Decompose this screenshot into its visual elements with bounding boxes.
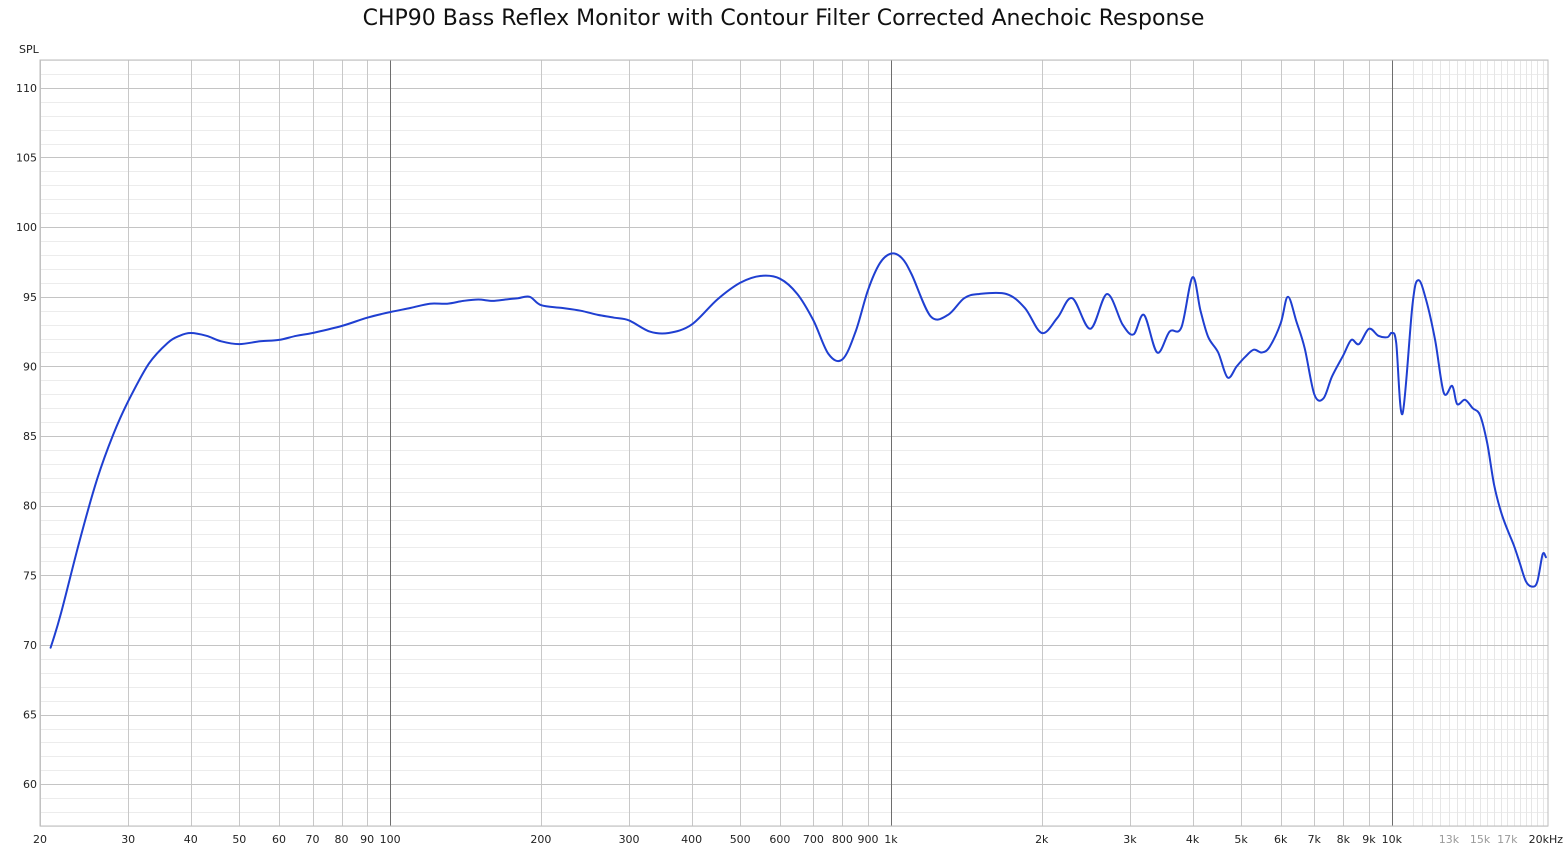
x-tick-label: 60 (272, 833, 286, 846)
x-tick-label: 9k (1362, 833, 1376, 846)
x-tick-label: 100 (380, 833, 401, 846)
y-tick-label: 70 (23, 639, 37, 652)
x-tick-label: 10k (1382, 833, 1403, 846)
x-tick-label: 80 (335, 833, 349, 846)
y-tick-label: 65 (23, 709, 37, 722)
plot-border (39, 59, 1549, 827)
x-tick-label: 13k (1439, 833, 1460, 846)
plot-area (40, 60, 1548, 826)
x-tick-label: 600 (769, 833, 790, 846)
x-tick-label: 500 (730, 833, 751, 846)
y-tick-label: 60 (23, 778, 37, 791)
x-tick-label: 300 (619, 833, 640, 846)
x-tick-label: 3k (1123, 833, 1137, 846)
x-tick-label: 700 (803, 833, 824, 846)
x-tick-label: 50 (232, 833, 246, 846)
y-tick-label: 90 (23, 360, 37, 373)
x-tick-label: 400 (681, 833, 702, 846)
x-axis-ticks: 20 30 40 50 60 70 80 90 100 200 300 400 500 600 700 800… (33, 833, 1563, 846)
x-tick-label: 70 (306, 833, 320, 846)
x-tick-label: 7k (1308, 833, 1322, 846)
x-tick-label: 8k (1337, 833, 1351, 846)
y-tick-label: 110 (16, 82, 37, 95)
chart-title: CHP90 Bass Reflex Monitor with Contour F… (362, 6, 1205, 31)
x-tick-label: 20 (33, 833, 47, 846)
y-tick-label: 100 (16, 221, 37, 234)
x-tick-label: 4k (1186, 833, 1200, 846)
x-tick-label: 30 (121, 833, 135, 846)
y-tick-label: 85 (23, 430, 37, 443)
x-tick-label: 2k (1035, 833, 1049, 846)
x-tick-label: 1k (884, 833, 898, 846)
y-axis-label: SPL (19, 43, 40, 56)
x-tick-label: 800 (832, 833, 853, 846)
x-tick-label: 20kHz (1529, 833, 1564, 846)
y-tick-label: 75 (23, 569, 37, 582)
y-axis-ticks: 60 65 70 75 80 85 90 95 100 105 110 (16, 82, 37, 791)
series-line-spl (49, 252, 1547, 649)
x-tick-label: 900 (858, 833, 879, 846)
y-tick-label: 80 (23, 500, 37, 513)
x-tick-label: 40 (184, 833, 198, 846)
x-tick-label: 15k (1470, 833, 1491, 846)
y-tick-label: 95 (23, 291, 37, 304)
x-tick-label: 17k (1497, 833, 1518, 846)
x-tick-label: 6k (1274, 833, 1288, 846)
x-tick-label: 200 (530, 833, 551, 846)
x-tick-label: 5k (1234, 833, 1248, 846)
y-tick-label: 105 (16, 151, 37, 164)
major-gridlines (40, 60, 1548, 826)
x-tick-label: 90 (360, 833, 374, 846)
